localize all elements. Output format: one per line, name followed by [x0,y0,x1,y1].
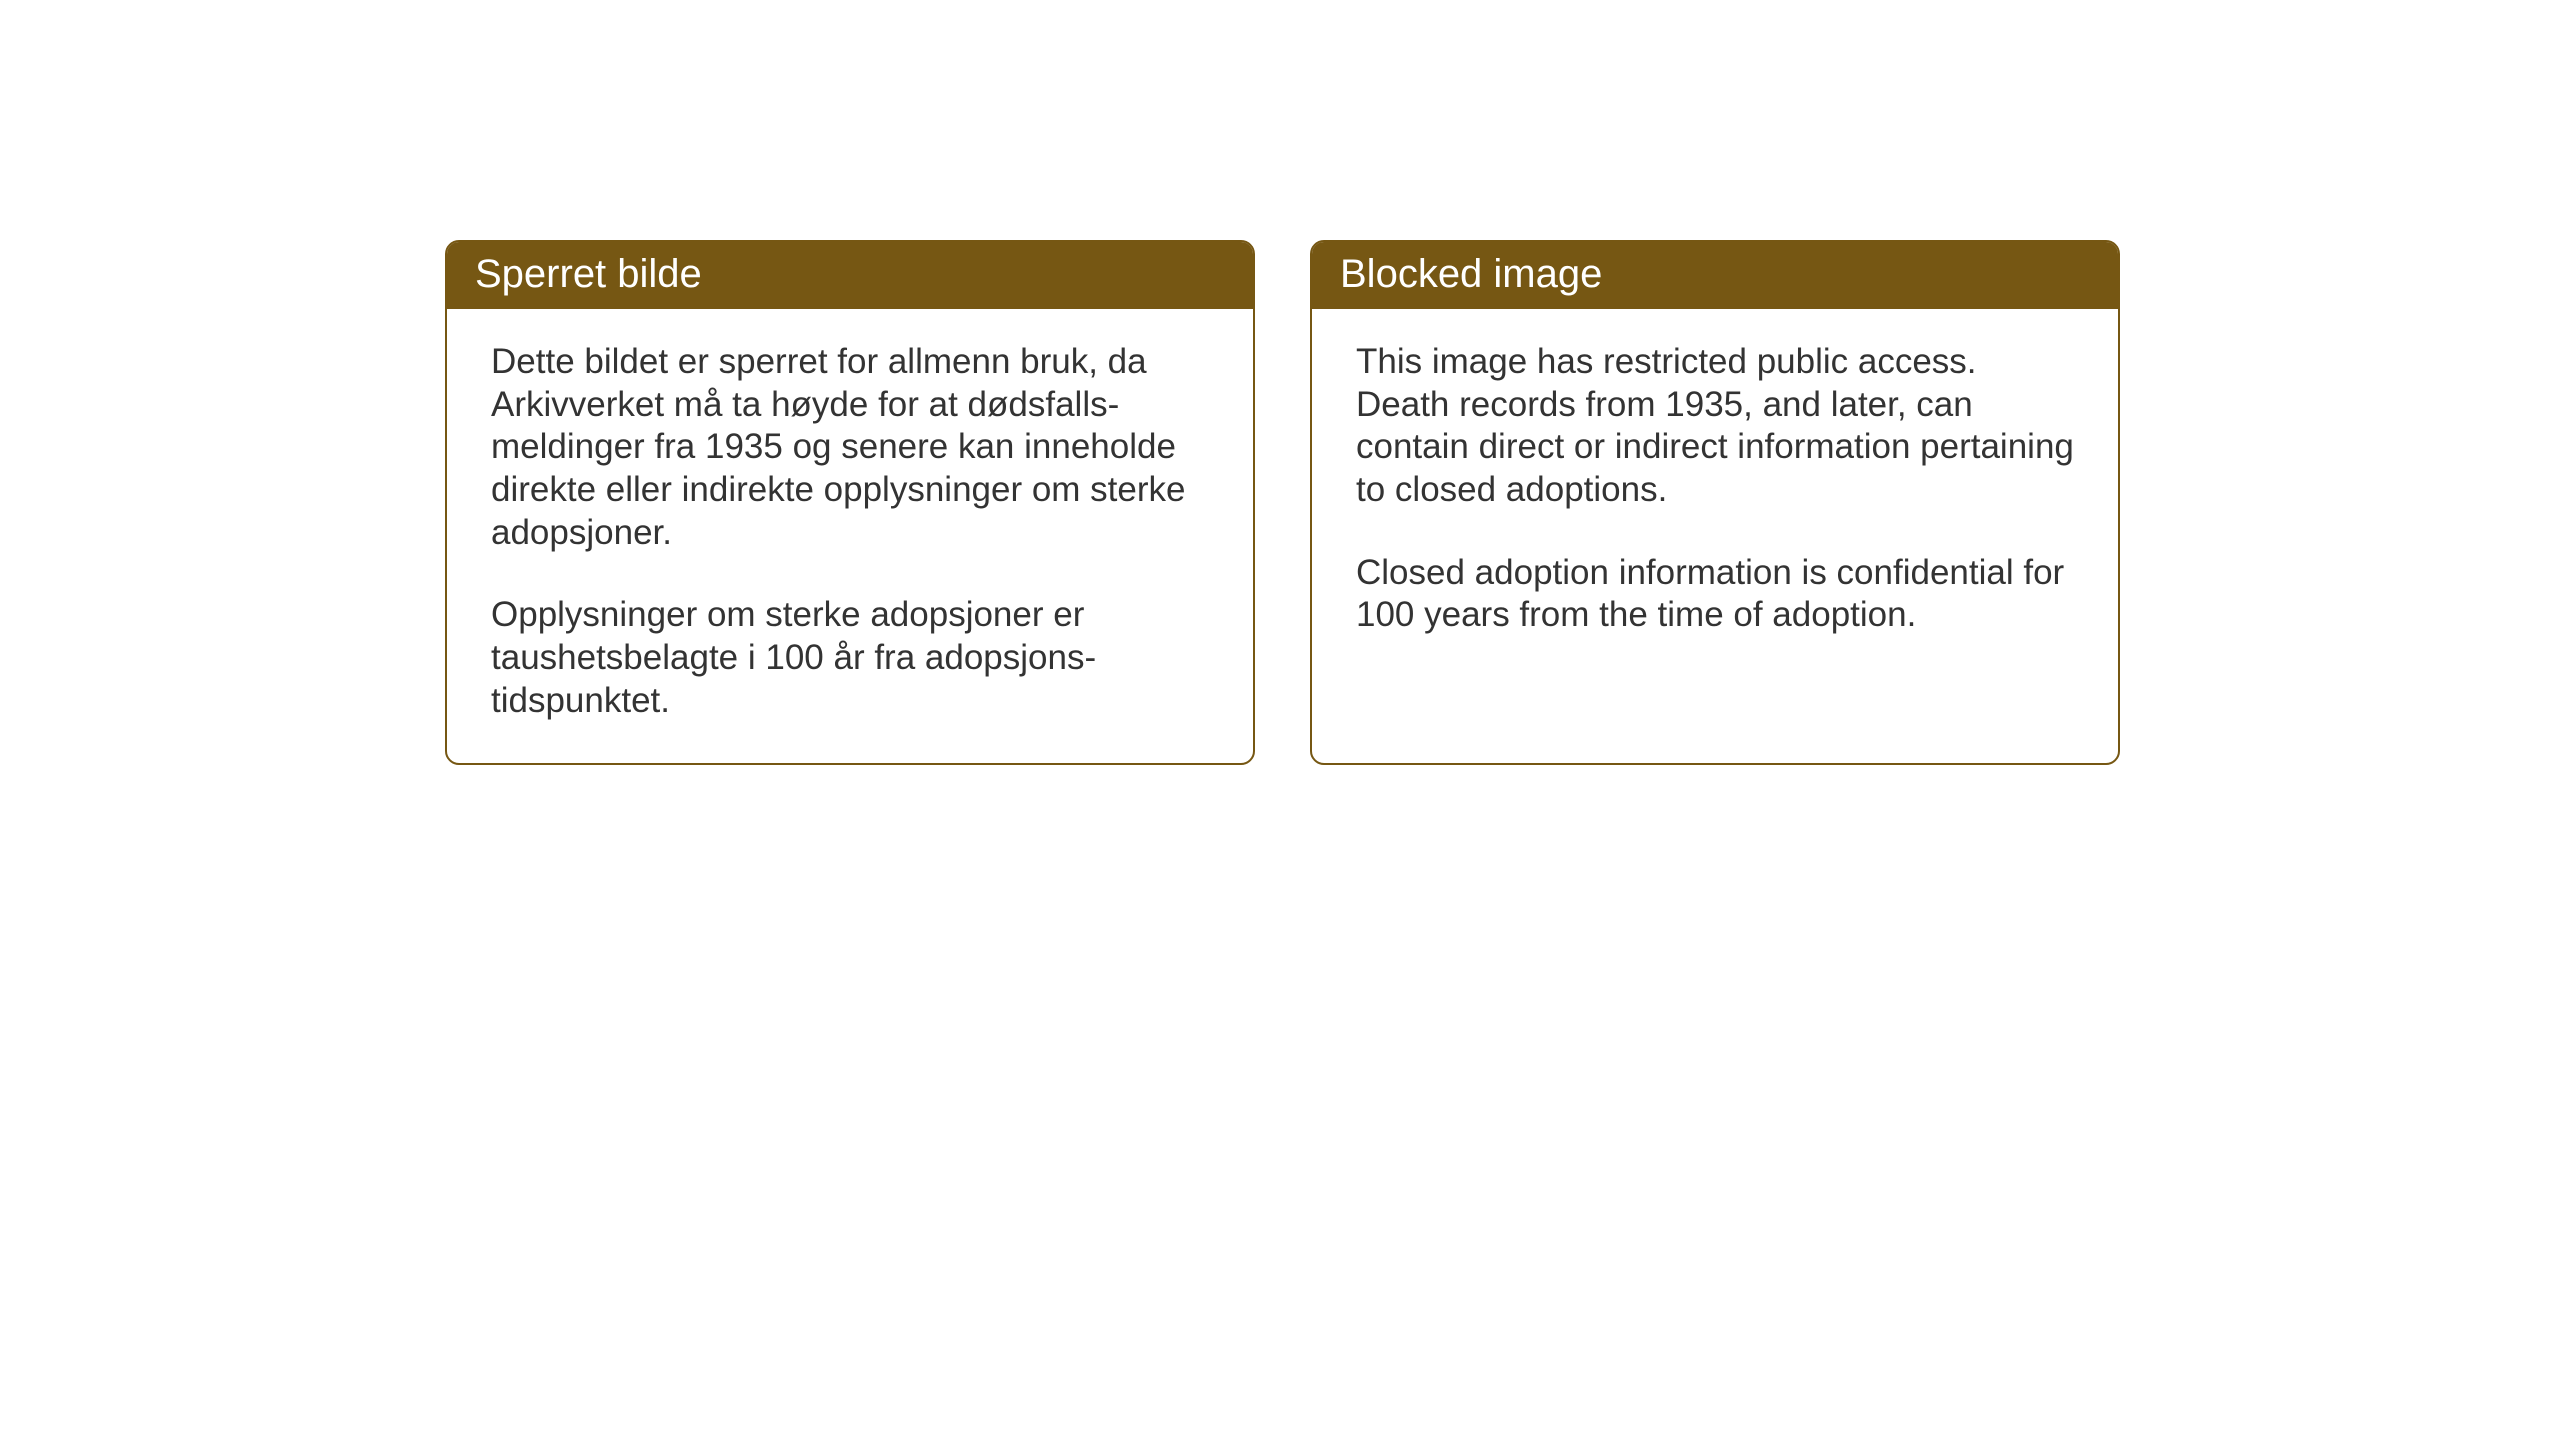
notice-card-english: Blocked image This image has restricted … [1310,240,2120,765]
notice-container: Sperret bilde Dette bildet er sperret fo… [0,0,2560,765]
notice-paragraph-2-english: Closed adoption information is confident… [1356,552,2074,637]
notice-title-english: Blocked image [1312,242,2118,309]
notice-card-norwegian: Sperret bilde Dette bildet er sperret fo… [445,240,1255,765]
notice-paragraph-1-norwegian: Dette bildet er sperret for allmenn bruk… [491,341,1209,554]
notice-paragraph-2-norwegian: Opplysninger om sterke adopsjoner er tau… [491,594,1209,722]
notice-paragraph-1-english: This image has restricted public access.… [1356,341,2074,512]
notice-body-norwegian: Dette bildet er sperret for allmenn bruk… [447,309,1253,763]
notice-title-norwegian: Sperret bilde [447,242,1253,309]
notice-body-english: This image has restricted public access.… [1312,309,2118,677]
